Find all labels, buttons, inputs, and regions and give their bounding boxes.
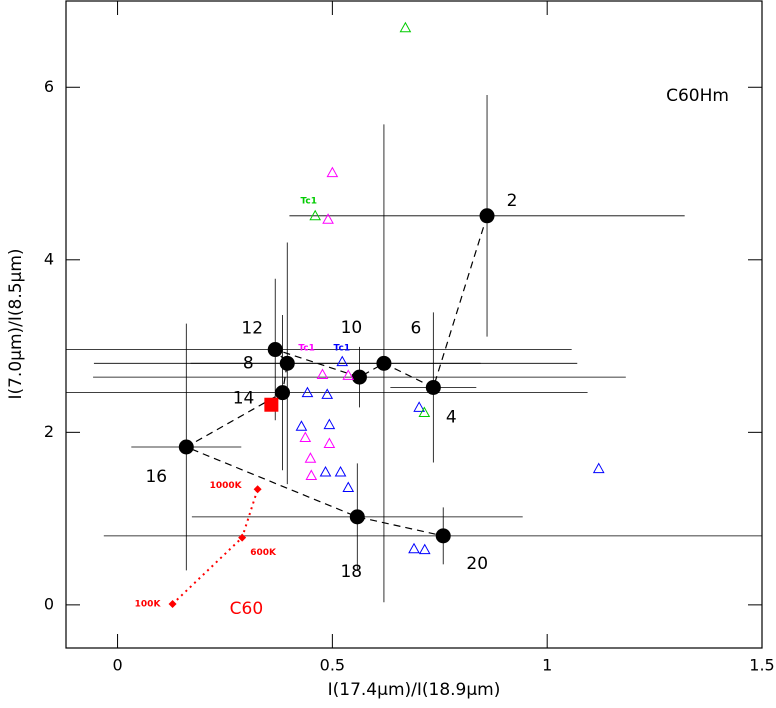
point — [321, 388, 334, 399]
point — [168, 600, 177, 609]
point — [592, 462, 605, 474]
point — [279, 355, 295, 371]
point — [301, 386, 314, 398]
point — [275, 385, 291, 401]
point — [323, 418, 336, 430]
point — [264, 397, 279, 412]
x-tick-label: 1.5 — [749, 656, 774, 675]
point-label: 1000K — [210, 481, 243, 491]
point — [425, 379, 441, 395]
point — [295, 420, 308, 431]
point-label: 100K — [135, 600, 162, 610]
y-tick-label: 2 — [44, 422, 54, 441]
annotation: Tc1 — [300, 197, 317, 207]
point — [418, 543, 431, 555]
point — [376, 355, 392, 371]
x-axis-label: I(17.4μm)/I(18.9μm) — [328, 680, 501, 700]
y-tick-label: 4 — [44, 249, 54, 268]
x-tick-label: 1 — [542, 656, 552, 675]
x-tick-label: 0.5 — [320, 656, 345, 675]
point — [309, 209, 322, 221]
point-label: 8 — [243, 353, 254, 373]
point-label: 600K — [250, 548, 277, 558]
point-label: 14 — [233, 389, 255, 409]
point — [319, 465, 332, 477]
point — [267, 342, 283, 358]
point — [178, 439, 194, 455]
point — [253, 485, 262, 494]
point-label: 4 — [446, 407, 457, 427]
point-label: 2 — [507, 191, 518, 211]
y-tick-label: 6 — [44, 77, 54, 96]
point — [399, 21, 412, 33]
point-label: 10 — [341, 318, 363, 338]
point-label: 6 — [411, 318, 422, 338]
point — [435, 528, 451, 544]
x-tick-label: 0 — [112, 656, 122, 675]
point-label: 12 — [241, 319, 263, 339]
point-label: 20 — [466, 554, 488, 574]
point — [305, 469, 318, 480]
annotation: C60Hm — [666, 86, 729, 106]
point-label: 18 — [340, 562, 362, 582]
point — [326, 166, 339, 178]
point — [342, 481, 355, 493]
dashed-line — [184, 215, 488, 537]
plot-frame — [65, 0, 763, 649]
point — [304, 452, 317, 463]
point — [479, 208, 495, 224]
point — [408, 542, 420, 554]
point — [334, 465, 347, 477]
point — [418, 406, 431, 417]
point — [238, 533, 247, 542]
annotation: Tc1 — [334, 343, 351, 353]
y-axis-label: I(7.0μm)/I(8.5μm) — [6, 248, 26, 399]
point — [342, 369, 355, 380]
point — [351, 369, 367, 385]
point — [322, 213, 334, 224]
point — [349, 509, 365, 525]
annotation: Tc1 — [298, 343, 315, 353]
point — [323, 437, 336, 449]
point — [336, 355, 349, 367]
annotation: C60 — [230, 599, 264, 619]
y-tick-label: 0 — [44, 594, 54, 613]
dotted-line — [171, 488, 259, 605]
point — [299, 431, 312, 443]
point — [413, 401, 426, 412]
point — [316, 368, 329, 380]
point-label: 16 — [145, 467, 167, 487]
